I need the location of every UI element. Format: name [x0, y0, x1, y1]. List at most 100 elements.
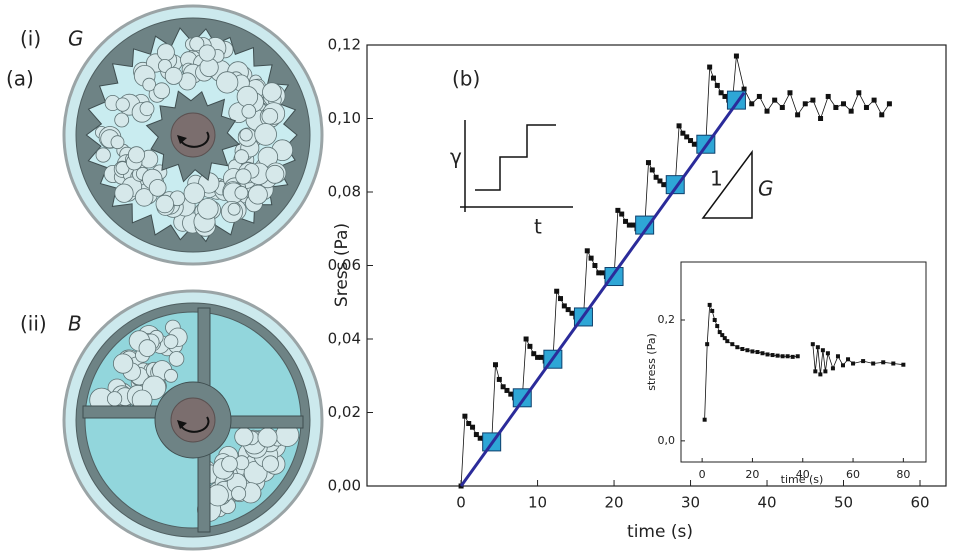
data-point [722, 336, 727, 341]
bubble [138, 339, 157, 357]
bubble [189, 36, 205, 52]
data-point [569, 310, 575, 316]
data-point [861, 359, 866, 364]
data-point [645, 160, 651, 166]
data-point [825, 93, 831, 99]
data-point [691, 141, 697, 147]
data-point [871, 97, 877, 103]
bubble [164, 67, 183, 85]
data-point [680, 130, 686, 136]
rotor [170, 397, 216, 443]
data-point [823, 369, 828, 374]
bubble [234, 185, 249, 200]
data-point [863, 104, 869, 110]
data-point [707, 302, 712, 307]
y-tick-label: 0,08 [328, 183, 361, 201]
data-point [710, 75, 716, 81]
bubble [254, 123, 277, 146]
data-point [750, 349, 755, 354]
data-point [712, 318, 717, 323]
data-point [810, 97, 816, 103]
item-symbol: B [68, 312, 82, 336]
data-point [684, 134, 690, 140]
y-tick-label: 0,12 [328, 36, 361, 54]
bubble [247, 184, 268, 205]
bubble [156, 43, 175, 62]
y-axis-title: stress (Pa) [645, 333, 658, 391]
data-point [466, 421, 472, 427]
data-point [835, 354, 840, 359]
data-point [770, 353, 775, 358]
data-point [458, 483, 464, 489]
data-point [523, 336, 529, 342]
data-point [477, 435, 483, 441]
bubble [107, 391, 123, 407]
data-point [718, 90, 724, 96]
data-point [733, 53, 739, 59]
data-point [760, 351, 765, 356]
data-point [756, 93, 762, 99]
data-point [802, 101, 808, 107]
data-point [891, 361, 896, 366]
data-point [619, 211, 625, 217]
data-point [600, 270, 606, 276]
data-point [825, 351, 830, 356]
bubble [115, 97, 130, 112]
x-tick-label: 50 [834, 494, 853, 512]
data-point [785, 354, 790, 359]
item-symbol: G [68, 27, 84, 51]
data-point [714, 82, 720, 88]
arrow-head [177, 135, 187, 144]
data-point [710, 308, 715, 313]
data-point [725, 339, 730, 344]
bubble [261, 455, 279, 473]
x-tick-label: 20 [605, 494, 624, 512]
data-point [623, 218, 629, 224]
data-point [500, 384, 506, 390]
data-point [749, 101, 755, 107]
data-point [755, 350, 760, 355]
data-point [730, 342, 735, 347]
data-point [740, 347, 745, 352]
bubble [234, 427, 254, 447]
bubble [142, 77, 157, 92]
bubble [234, 149, 249, 164]
bubble [241, 104, 257, 119]
data-point [596, 270, 602, 276]
data-point [795, 354, 800, 359]
data-point [470, 424, 476, 430]
data-point [531, 351, 537, 357]
data-point [830, 366, 835, 371]
bubble [113, 353, 134, 374]
data-point [722, 93, 728, 99]
data-point [688, 138, 694, 144]
data-point [846, 357, 851, 362]
data-point [588, 255, 594, 261]
x-tick-label: 30 [681, 494, 700, 512]
x-tick-label: 40 [757, 494, 776, 512]
y-tick-label: 0,04 [328, 330, 361, 348]
fit-line [459, 91, 746, 487]
data-point [780, 354, 785, 359]
data-point [795, 112, 801, 118]
y-tick-label: 0,06 [328, 256, 361, 274]
data-point [561, 303, 567, 309]
bubble [231, 486, 247, 502]
data-point [492, 362, 498, 368]
bubble [114, 112, 130, 128]
data-point [813, 369, 818, 374]
data-point [707, 64, 713, 70]
data-point [779, 104, 785, 110]
data-point [901, 362, 906, 367]
data-point [820, 348, 825, 353]
y-axis-title: Sress (Pa) [332, 223, 352, 307]
data-point [558, 296, 564, 302]
rotation-arrow [180, 131, 210, 148]
bubble [163, 334, 179, 349]
bubble [139, 101, 155, 117]
annotation: γ [450, 145, 462, 169]
x-tick-label: 60 [846, 468, 860, 481]
bubble [236, 85, 259, 108]
bubble [110, 135, 125, 150]
